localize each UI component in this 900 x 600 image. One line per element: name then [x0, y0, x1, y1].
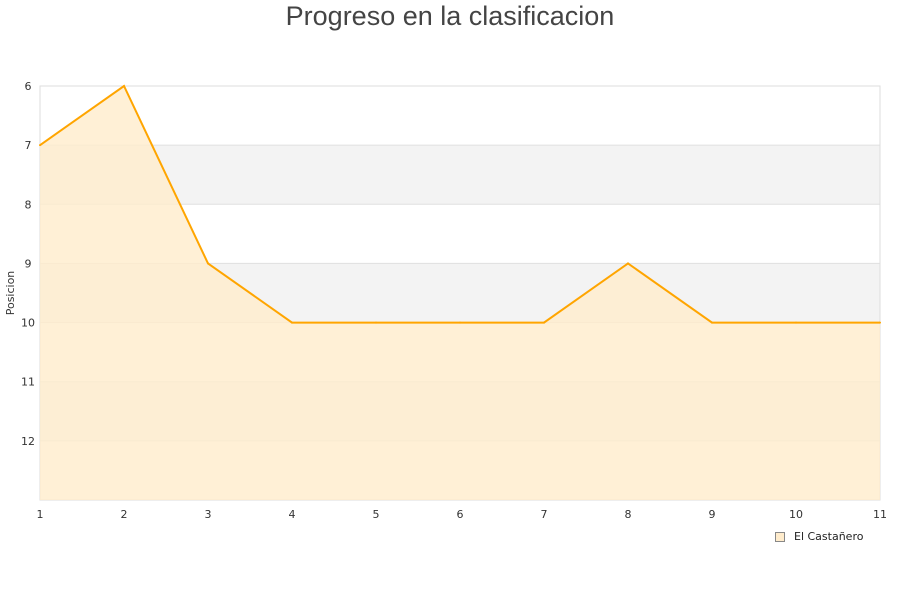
y-tick-label: 10 — [21, 317, 35, 330]
x-tick-label: 11 — [873, 508, 887, 521]
x-tick-label: 9 — [709, 508, 716, 521]
y-axis-label: Posicion — [4, 271, 17, 316]
data-point — [627, 262, 629, 265]
x-tick-label: 10 — [789, 508, 803, 521]
legend: El Castañero — [775, 530, 863, 543]
x-tick-label: 6 — [457, 508, 464, 521]
x-tick-label: 4 — [289, 508, 296, 521]
grid-band — [40, 145, 880, 205]
data-point — [795, 321, 797, 324]
data-point — [207, 262, 209, 265]
data-point — [123, 85, 125, 87]
x-tick-label: 1 — [37, 508, 44, 521]
y-tick-label: 11 — [21, 376, 35, 389]
chart-title: Progreso en la clasificacion — [285, 1, 615, 31]
data-point — [375, 321, 377, 324]
y-tick-label: 7 — [25, 139, 32, 152]
series-area — [40, 86, 880, 500]
data-point — [879, 321, 881, 324]
legend-swatch — [775, 531, 785, 542]
x-tick-label: 2 — [121, 508, 128, 521]
data-point — [39, 144, 41, 147]
y-tick-label: 6 — [25, 80, 32, 93]
data-point — [291, 321, 293, 324]
x-tick-label: 3 — [205, 508, 212, 521]
data-point — [711, 321, 713, 324]
data-point — [543, 321, 545, 324]
y-tick-label: 8 — [25, 198, 32, 211]
y-tick-label: 12 — [21, 435, 35, 448]
x-tick-label: 5 — [373, 508, 380, 521]
x-tick-label: 7 — [541, 508, 548, 521]
y-tick-label: 9 — [25, 257, 32, 270]
legend-label: El Castañero — [794, 530, 864, 543]
data-point — [459, 321, 461, 324]
x-tick-label: 8 — [625, 508, 632, 521]
